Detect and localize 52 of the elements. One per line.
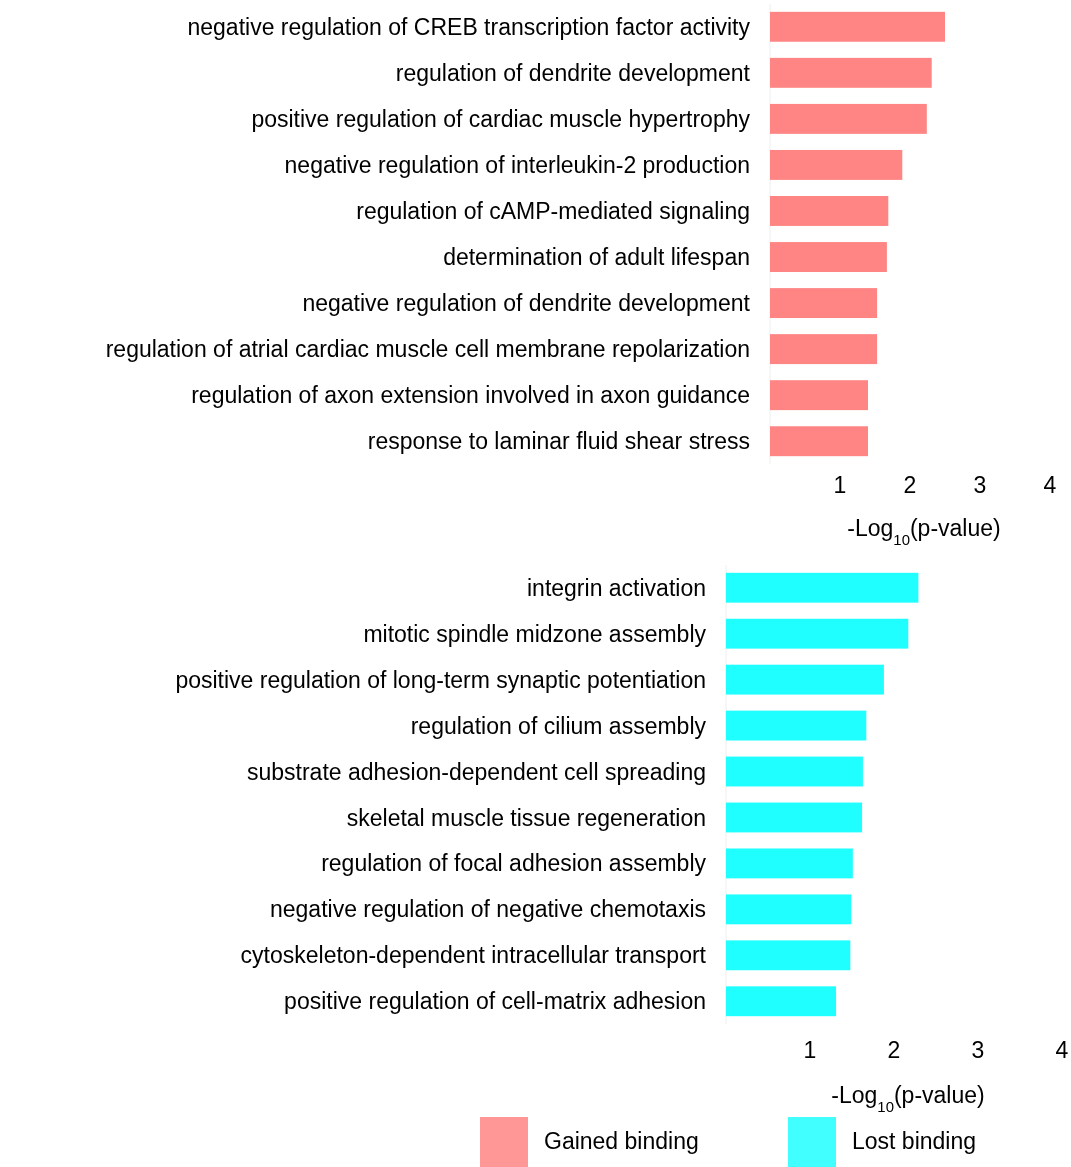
bar — [726, 986, 837, 1017]
x-tick-label: 3 — [973, 472, 987, 498]
bar — [770, 426, 868, 457]
x-tick-label: 3 — [971, 1037, 985, 1063]
y-tick-label: negative regulation of dendrite development — [302, 290, 751, 317]
x-axis-title: -Log$_{10}$(p-value) — [847, 515, 1001, 548]
bar — [726, 940, 851, 971]
bar — [726, 802, 863, 833]
y-tick-label: regulation of focal adhesion assembly — [321, 850, 707, 877]
bar — [770, 242, 887, 272]
y-tick-label: integrin activation — [527, 574, 706, 601]
y-tick-label: substrate adhesion-dependent cell spreading — [246, 758, 706, 785]
bar — [726, 618, 909, 649]
y-tick-label: skeletal muscle tissue regeneration — [346, 804, 706, 831]
y-tick-label: regulation of cilium assembly — [410, 712, 707, 739]
y-tick-label: positive regulation of cardiac muscle hypertrophy — [251, 105, 751, 132]
bar — [726, 756, 863, 787]
y-tick-label: mitotic spindle midzone assembly — [363, 620, 707, 647]
y-tick-label: regulation of atrial cardiac muscle cell membrane repolarization — [105, 336, 750, 363]
bar — [770, 288, 878, 319]
x-tick-label: 2 — [903, 472, 917, 498]
y-tick-label: regulation of axon extension involved in axon guidance — [191, 382, 750, 409]
y-tick-label: determination of adult lifespan — [443, 244, 750, 271]
bar — [770, 57, 932, 88]
x-tick-label: 1 — [833, 472, 847, 498]
y-tick-label: regulation of dendrite development — [395, 59, 751, 86]
bar — [726, 664, 884, 695]
y-tick-label: response to laminar fluid shear stress — [367, 428, 750, 455]
bar — [770, 11, 945, 42]
bar — [726, 848, 853, 879]
x-tick-label: 4 — [1055, 1037, 1069, 1063]
bar — [770, 380, 868, 411]
bar — [726, 894, 852, 925]
bar — [726, 710, 867, 741]
y-tick-label: negative regulation of CREB transcription factor activity — [187, 13, 751, 40]
x-axis-title: -Log$_{10}$(p-value) — [831, 1082, 985, 1115]
y-tick-label: cytoskeleton-dependent intracellular transport — [240, 942, 707, 969]
legend-label: Lost binding — [852, 1128, 977, 1155]
bar — [770, 196, 889, 226]
y-tick-label: regulation of cAMP-mediated signaling — [356, 198, 750, 225]
x-tick-label: 1 — [803, 1037, 817, 1063]
x-tick-label: 4 — [1043, 472, 1057, 498]
bar — [770, 149, 903, 180]
y-tick-label: negative regulation of negative chemotaxis — [269, 896, 706, 923]
bar — [770, 334, 878, 365]
legend-label: Gained binding — [544, 1128, 699, 1155]
bar — [726, 572, 919, 603]
bar — [770, 103, 927, 134]
x-tick-label: 2 — [887, 1037, 901, 1063]
y-tick-label: positive regulation of cell-matrix adhesion — [284, 988, 706, 1015]
y-tick-label: positive regulation of long-term synaptic potentiation — [175, 666, 706, 693]
y-tick-label: negative regulation of interleukin-2 production — [284, 151, 750, 178]
